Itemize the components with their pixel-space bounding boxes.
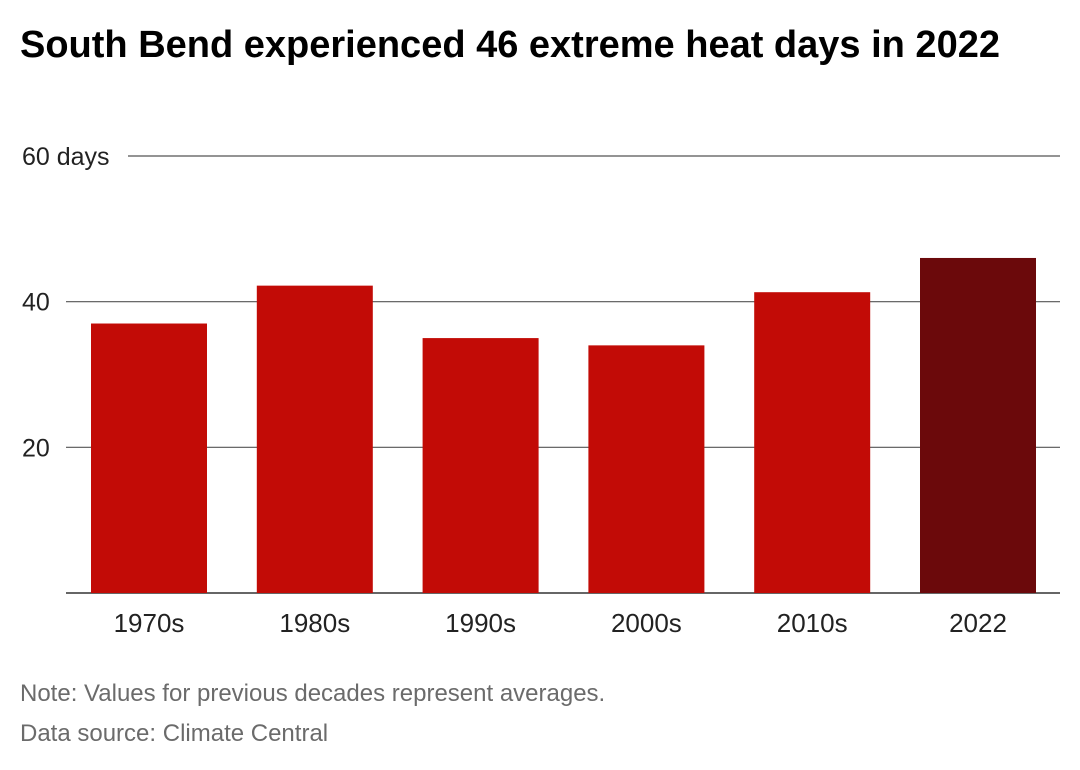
gridlines bbox=[66, 155, 1060, 594]
bar-1990s bbox=[422, 338, 539, 593]
y-tick-label: 60 days bbox=[22, 143, 110, 171]
bar-chart: 1970s 1980s 1990s 2000s 2010s 2022 20 40 60 day… bbox=[22, 143, 1060, 638]
bar-2022 bbox=[920, 257, 1036, 593]
bar-2000s bbox=[588, 345, 705, 593]
x-tick-label: 2022 bbox=[949, 608, 1007, 638]
x-tick-label: 1970s bbox=[114, 608, 185, 638]
chart-title: South Bend experienced 46 extreme heat d… bbox=[20, 24, 1000, 66]
x-tick-label: 2000s bbox=[611, 608, 682, 638]
x-tick-label: 1980s bbox=[279, 608, 350, 638]
y-tick-label: 40 bbox=[22, 289, 50, 317]
x-tick-label: 1990s bbox=[445, 608, 516, 638]
bar-1980s bbox=[256, 285, 373, 593]
y-tick-label: 20 bbox=[22, 434, 50, 462]
chart-note: Note: Values for previous decades repres… bbox=[20, 680, 606, 707]
bar-1970s bbox=[91, 323, 207, 593]
x-axis-labels: 1970s 1980s 1990s 2000s 2010s 2022 bbox=[114, 608, 1007, 638]
x-tick-label: 2010s bbox=[777, 608, 848, 638]
bar-2010s bbox=[754, 292, 871, 593]
y-axis-labels: 20 40 60 days bbox=[22, 143, 110, 462]
data-source: Data source: Climate Central bbox=[20, 720, 329, 747]
bars bbox=[91, 257, 1036, 593]
